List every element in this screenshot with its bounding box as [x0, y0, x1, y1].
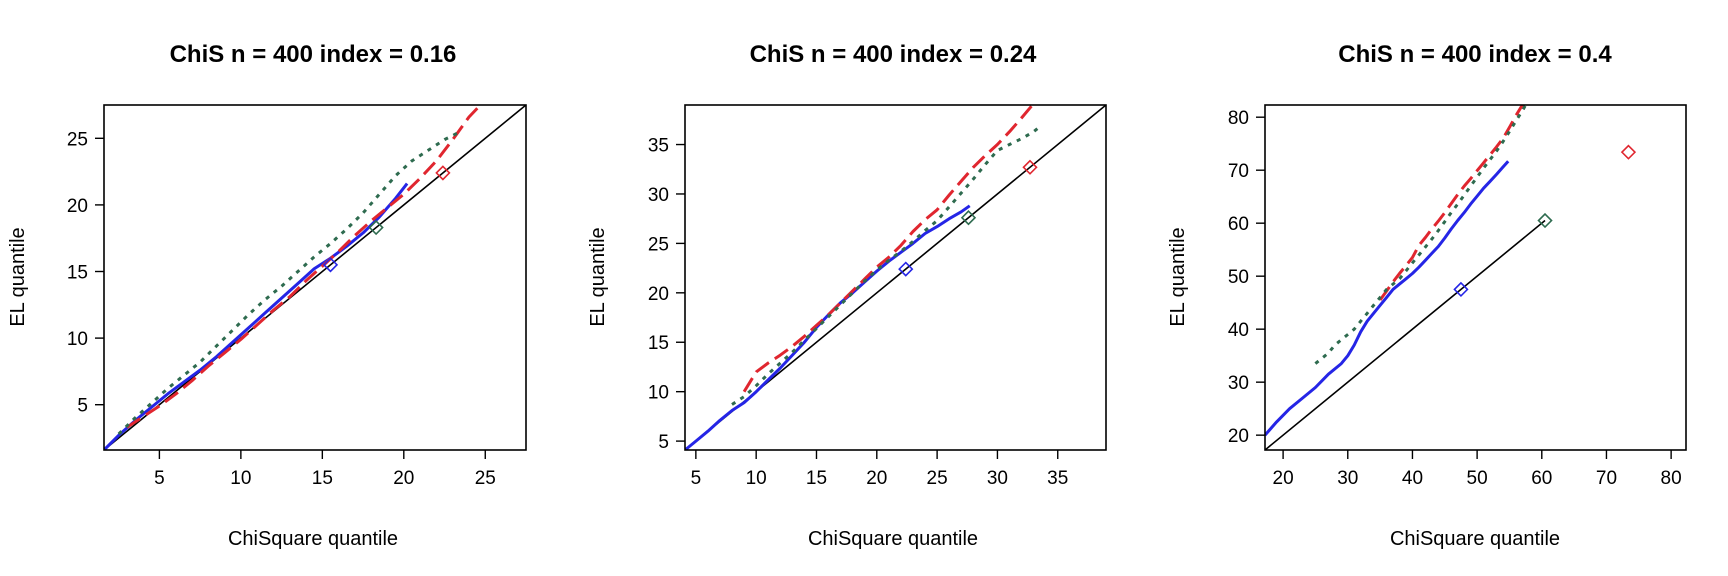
y-tick-label: 10 [648, 383, 669, 404]
reference-line [1265, 219, 1546, 450]
y-tick-label: 20 [1228, 426, 1249, 447]
diamond-marker [898, 261, 914, 277]
y-tick-label: 25 [648, 234, 669, 255]
panel-title: ChiS n = 400 index = 0.16 [170, 41, 457, 68]
series-line-dashed [742, 105, 1034, 393]
plot-frame [684, 104, 1107, 451]
series-line-dotted [731, 124, 1042, 406]
series-line-dashed [1378, 105, 1524, 301]
y-tick-label: 30 [1228, 373, 1249, 394]
x-tick-label: 15 [312, 468, 333, 489]
plot-content [1265, 105, 1546, 450]
plot-area: 20 30 40 50 60 70 80 20 30 40 50 60 70 80 [1228, 104, 1687, 489]
panel-title: ChiS n = 400 index = 0.4 [1338, 41, 1612, 68]
panel-1: ChiS n = 400 index = 0.16 ChiSquare quan… [7, 41, 527, 550]
y-tick-label: 35 [648, 136, 669, 157]
y-tick-label: 30 [648, 185, 669, 206]
x-tick-label: 25 [475, 468, 496, 489]
y-tick-label: 20 [67, 196, 88, 217]
x-tick-label: 25 [927, 468, 948, 489]
y-axis-label: EL quantile [1167, 227, 1189, 326]
diamond-marker [1453, 281, 1469, 298]
series-line-dashed [125, 105, 482, 429]
y-tick-label: 80 [1228, 108, 1249, 129]
x-tick-label: 10 [230, 468, 251, 489]
reference-line [104, 105, 526, 450]
x-tick-label: 5 [691, 468, 702, 489]
plot-frame [103, 104, 527, 451]
x-tick-label: 20 [393, 468, 414, 489]
diamond-marker [1537, 212, 1553, 229]
x-axis-label: ChiSquare quantile [1390, 528, 1560, 550]
y-tick-label: 40 [1228, 320, 1249, 341]
panel-3: ChiS n = 400 index = 0.4 ChiSquare quant… [1167, 41, 1687, 550]
series-line-dotted [1314, 105, 1527, 365]
x-tick-label: 20 [866, 468, 887, 489]
series-line-solid [104, 182, 409, 450]
y-tick-label: 5 [77, 396, 88, 417]
series-line-solid [1265, 160, 1510, 437]
x-tick-label: 60 [1531, 468, 1552, 489]
y-axis-label: EL quantile [7, 227, 29, 326]
y-tick-label: 10 [67, 329, 88, 350]
x-tick-label: 20 [1273, 468, 1294, 489]
y-tick-label: 5 [658, 432, 669, 453]
series-line-dotted [117, 131, 459, 436]
x-tick-label: 40 [1402, 468, 1423, 489]
plot-content [104, 105, 526, 450]
diamond-marker [1022, 159, 1038, 175]
plot-area: 5 10 15 20 25 5 10 15 20 25 [67, 104, 527, 489]
y-tick-label: 60 [1228, 214, 1249, 235]
x-tick-label: 70 [1596, 468, 1617, 489]
y-tick-label: 70 [1228, 161, 1249, 182]
x-tick-label: 50 [1467, 468, 1488, 489]
plot-content [685, 105, 1106, 450]
diamond-marker [368, 219, 384, 236]
x-tick-label: 30 [1337, 468, 1358, 489]
diamond-marker [435, 165, 451, 181]
x-tick-label: 15 [806, 468, 827, 489]
y-tick-label: 15 [67, 263, 88, 284]
x-axis-label: ChiSquare quantile [228, 528, 398, 550]
y-tick-label: 20 [648, 284, 669, 305]
panel-2: ChiS n = 400 index = 0.24 ChiSquare quan… [587, 41, 1107, 550]
x-tick-label: 35 [1047, 468, 1068, 489]
y-tick-label: 25 [67, 129, 88, 150]
x-tick-label: 80 [1661, 468, 1682, 489]
diamond-marker [960, 210, 977, 226]
plot-frame [1264, 104, 1687, 451]
diamond-marker [322, 257, 339, 273]
y-tick-label: 50 [1228, 267, 1249, 288]
y-tick-label: 15 [648, 333, 669, 354]
x-tick-label: 10 [746, 468, 767, 489]
plot-area: 5 10 15 20 25 30 35 5 10 15 20 25 30 35 [648, 104, 1107, 489]
panel-title: ChiS n = 400 index = 0.24 [750, 41, 1037, 68]
x-tick-label: 30 [987, 468, 1008, 489]
y-axis-label: EL quantile [587, 227, 609, 326]
x-axis-label: ChiSquare quantile [808, 528, 978, 550]
diamond-marker [1620, 144, 1637, 160]
x-tick-label: 5 [154, 468, 165, 489]
series-line-solid [685, 204, 971, 450]
